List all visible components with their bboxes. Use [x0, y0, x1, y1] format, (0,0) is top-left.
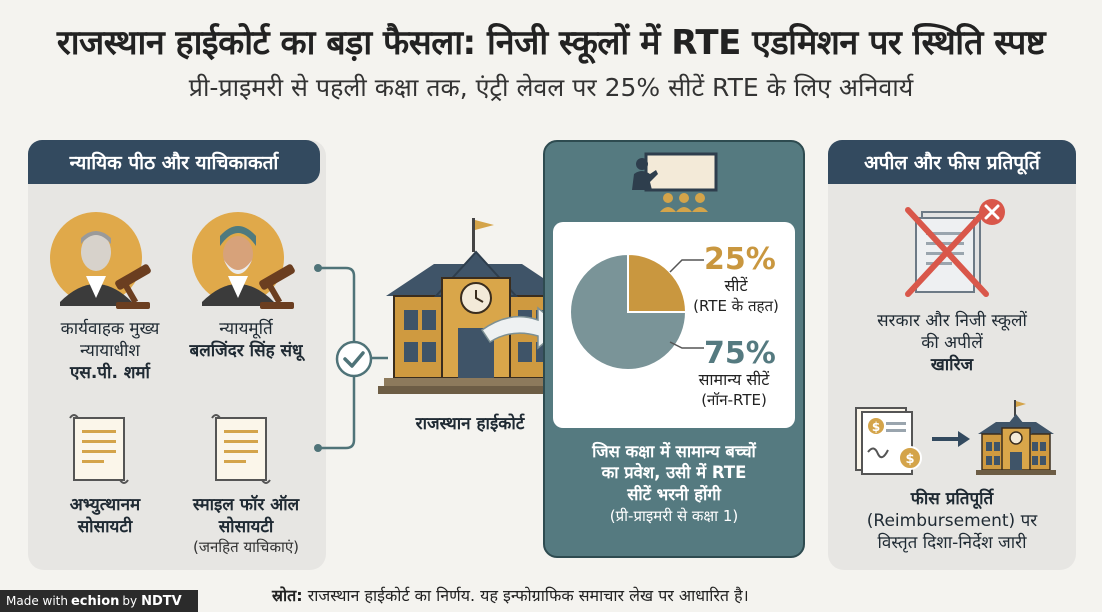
page-subtitle: प्री-प्राइमरी से पहली कक्षा तक, एंट्री ल… — [188, 73, 914, 102]
school-building-icon — [976, 400, 1056, 475]
appeal-caption: सरकार और निजी स्कूलों की अपीलें खारिज — [832, 310, 1072, 376]
seat-share-pie-chart — [569, 252, 688, 371]
svg-text:$: $ — [905, 452, 914, 467]
right-panel-heading: अपील और फीस प्रतिपूर्ति — [828, 140, 1076, 184]
page-title: राजस्थान हाईकोर्ट का बड़ा फैसला: निजी स्… — [56, 23, 1046, 63]
judge-baljinder-caption: न्यायमूर्ति बलजिंदर सिंह संधू — [170, 318, 322, 362]
judge-sp-sharma-avatar-icon — [50, 212, 151, 309]
source-footer: स्रोत: राजस्थान हाईकोर्ट का निर्णय. यह इ… — [272, 584, 749, 606]
pie-leader-lines — [669, 259, 704, 349]
center-rule-note: (प्री-प्राइमरी से कक्षा 1) — [609, 507, 739, 526]
petitioner1-caption: अभ्युत्थानम सोसायटी — [40, 494, 170, 538]
left-panel — [28, 140, 326, 570]
judge1-name: एस.पी. शर्मा — [70, 363, 150, 384]
pie-slice-rte — [627, 252, 688, 313]
source-label: स्रोत: — [272, 586, 303, 605]
rejected-appeal-icon — [905, 199, 1005, 297]
center-rule-text: जिस कक्षा में सामान्य बच्चों का प्रवेश, … — [548, 441, 800, 527]
rte-note: (RTE के तहत) — [693, 296, 779, 315]
judge2-role: न्यायमूर्ति — [219, 319, 273, 339]
watermark-channel: NDTV — [141, 593, 182, 609]
check-circle-icon — [335, 340, 373, 378]
left-panel-heading: न्यायिक पीठ और याचिकाकर्ता — [28, 140, 320, 184]
general-note: (नॉन-RTE) — [701, 390, 767, 409]
rte-label: सीटें (RTE के तहत) — [686, 276, 786, 316]
center-rule-line3: सीटें भरनी होंगी — [627, 484, 721, 504]
judge-sp-sharma-caption: कार्यवाहक मुख्य न्यायाधीश एस.पी. शर्मा — [30, 318, 190, 384]
pie-slice-general — [569, 252, 688, 371]
petition-document-icon — [69, 414, 129, 484]
watermark-prefix: Made with — [6, 594, 68, 608]
fee-bill-icon: $ $ — [855, 407, 922, 475]
petitioner2-line1: स्माइल फॉर ऑल — [192, 495, 300, 515]
appeal-result: खारिज — [930, 355, 974, 376]
center-rule-line1: जिस कक्षा में सामान्य बच्चों — [592, 442, 756, 461]
classroom-teacher-icon — [632, 152, 718, 212]
general-percent: 75% — [704, 336, 776, 371]
court-label: राजस्थान हाईकोर्ट — [415, 414, 525, 434]
petitioner2-note: (जनहित याचिकाएं) — [192, 538, 300, 557]
arrow-right-icon — [932, 431, 970, 447]
petitioner1-line2: सोसायटी — [77, 517, 133, 538]
fee-caption: फीस प्रतिपूर्ति (Reimbursement) पर विस्त… — [832, 488, 1072, 554]
petitioner2-caption: स्माइल फॉर ऑल सोसायटी (जनहित याचिकाएं) — [168, 494, 324, 558]
watermark: Made with echion by NDTV — [0, 590, 198, 612]
high-court-building-icon — [378, 218, 578, 394]
judge2-name: बलजिंदर सिंह संधू — [189, 341, 303, 362]
judge-baljinder-singh-avatar-icon — [192, 212, 295, 309]
rte-percent: 25% — [704, 242, 776, 277]
general-label: सामान्य सीटें (नॉन-RTE) — [678, 370, 790, 410]
appeal-line1: सरकार और निजी स्कूलों — [877, 311, 1027, 331]
watermark-by: by — [122, 594, 138, 608]
svg-text:$: $ — [872, 420, 880, 434]
fee-line2: विस्तृत दिशा-निर्देश जारी — [877, 533, 1027, 554]
fee-title: फीस प्रतिपूर्ति — [910, 489, 994, 509]
judge1-role-line2: न्यायाधीश — [80, 341, 140, 362]
general-seat-label: सामान्य सीटें — [698, 370, 770, 389]
appeal-line2: की अपीलें — [921, 333, 983, 354]
watermark-brand: echion — [70, 593, 120, 609]
source-text: राजस्थान हाईकोर्ट का निर्णय. यह इन्फोग्र… — [302, 586, 749, 605]
petition-document-icon — [211, 414, 271, 484]
rte-seat-label: सीटें — [724, 276, 748, 295]
petitioner1-line1: अभ्युत्थानम — [69, 495, 141, 515]
center-rule-line2: का प्रवेश, उसी में RTE — [601, 463, 747, 483]
judge1-role-line1: कार्यवाहक मुख्य — [60, 319, 160, 339]
petitioner2-line2: सोसायटी — [218, 517, 274, 538]
fee-line1: (Reimbursement) पर — [866, 511, 1038, 532]
